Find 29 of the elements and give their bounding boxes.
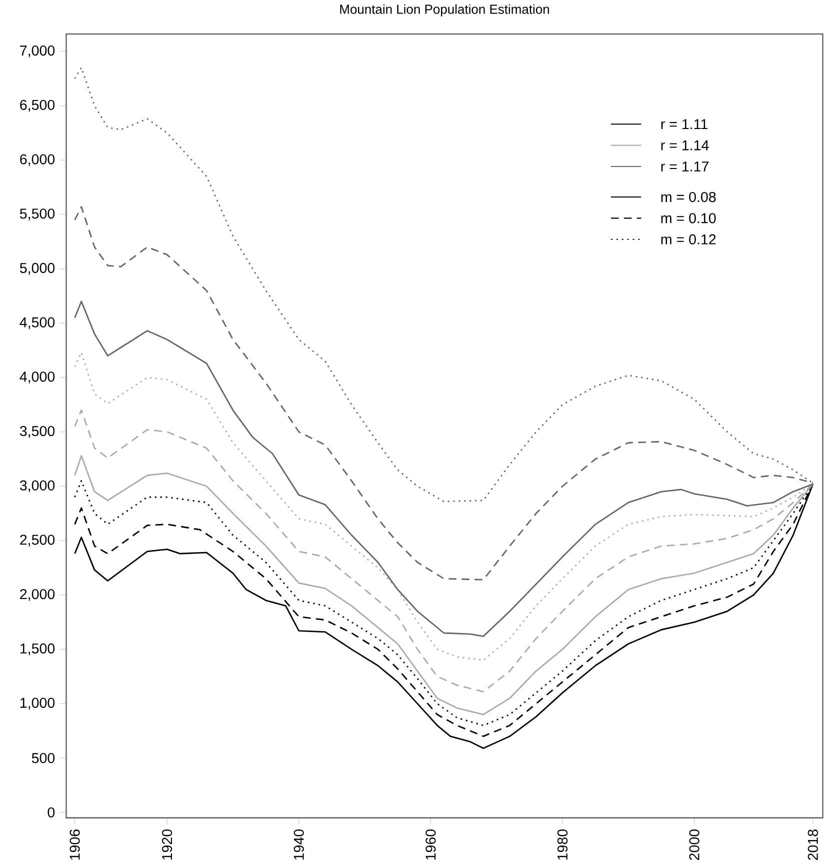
annotation: m = 0.12 [661,234,716,244]
y-tick-label: 6,500 [20,100,55,112]
annotation: r = 1.11 [661,119,708,130]
y-tick-label: 2,000 [20,589,55,601]
y-tick-label: 500 [32,752,55,764]
y-tick-label: 6,000 [20,154,55,166]
chart-title: Mountain Lion Population Estimation [340,4,550,16]
annotation: m = 0.10 [661,213,716,224]
x-tick-label: 1980 [558,829,568,860]
x-tick-label: 2018 [808,830,818,860]
annotation: r = 1.17 [661,162,709,172]
x-tick-label: 1940 [294,829,304,860]
y-tick-label: 7,000 [20,46,55,58]
y-tick-label: 5,000 [20,262,55,275]
y-tick-label: 3,500 [20,426,55,438]
y-tick-label: 0 [48,807,55,818]
x-tick-label: 2000 [689,829,700,860]
x-tick-label: 1906 [70,830,80,860]
y-tick-label: 4,500 [20,317,55,330]
y-tick-label: 4,000 [20,372,55,384]
y-tick-label: 5,500 [20,208,55,220]
annotation: r = 1.14 [661,140,709,150]
x-tick-label: 1960 [426,829,436,860]
y-tick-label: 1,500 [20,643,55,656]
annotation: m = 0.08 [661,192,716,202]
y-tick-label: 1,000 [20,698,55,710]
y-tick-label: 3,000 [20,480,55,492]
x-tick-label: 1920 [162,829,172,860]
y-tick-label: 2,500 [20,534,55,547]
